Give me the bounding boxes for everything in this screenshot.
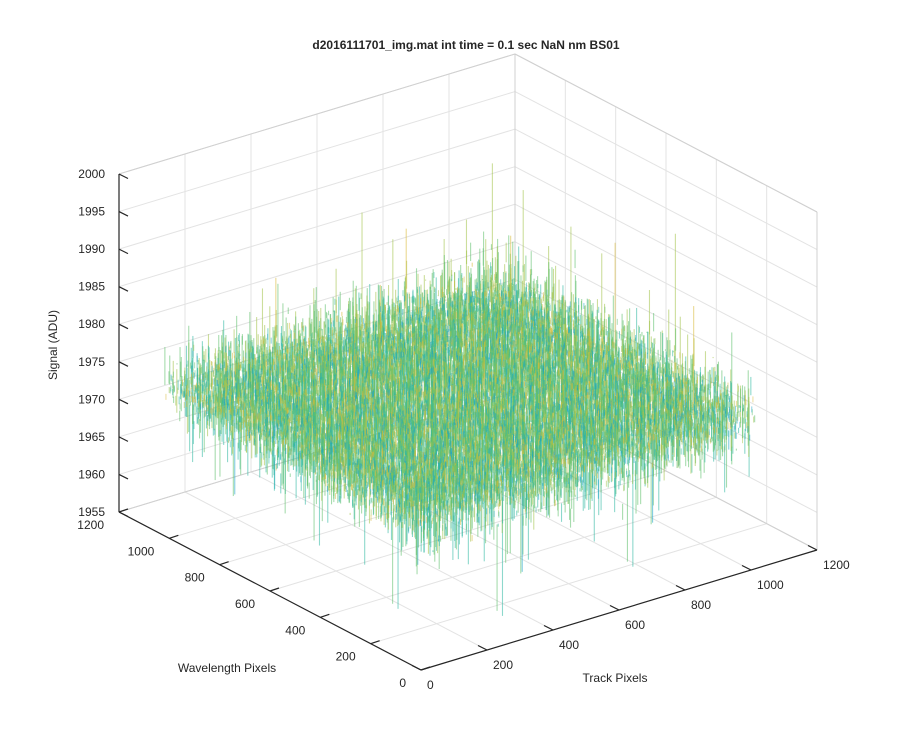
floor-gridline <box>169 417 566 539</box>
back-wall-gridline <box>118 91 516 213</box>
back-wall-gridline <box>514 128 818 288</box>
back-wall-gridline <box>514 166 818 326</box>
surface-mesh <box>164 163 756 616</box>
floor-gridline <box>370 523 767 645</box>
back-wall-gridline <box>514 241 818 401</box>
back-wall-gridline <box>118 241 516 363</box>
back-wall-gridline <box>514 203 818 363</box>
floor-gridline <box>320 496 717 618</box>
back-wall-gridline <box>118 128 516 250</box>
back-wall-gridline <box>514 91 818 250</box>
back-wall-gridline <box>118 166 516 288</box>
back-wall-gridline <box>118 203 516 325</box>
box-edge <box>514 53 818 213</box>
box-edge <box>118 53 516 175</box>
